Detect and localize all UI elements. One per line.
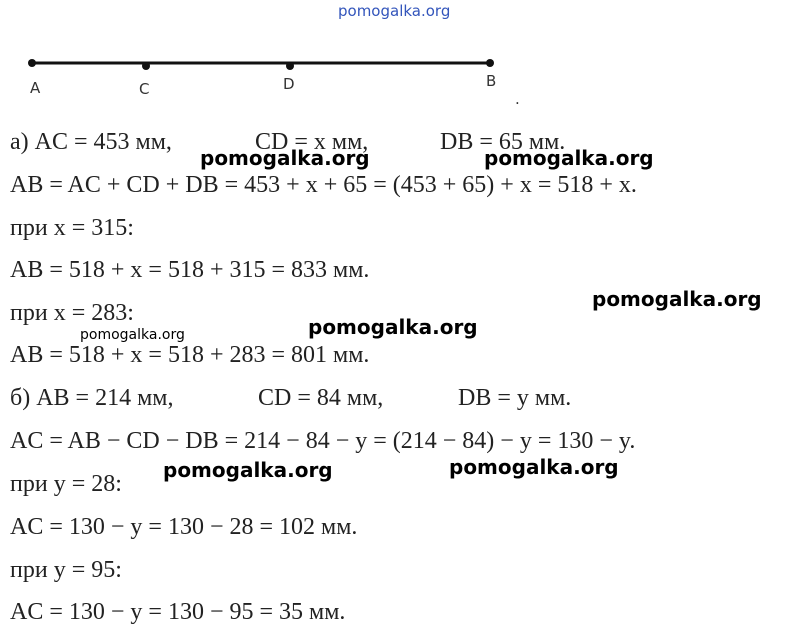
text-line: CD = 84 мм, <box>258 385 384 411</box>
point-label: D <box>283 75 295 93</box>
watermark: pomogalka.org <box>449 455 619 479</box>
text-line: AC = AB − CD − DB = 214 − 84 − y = (214 … <box>10 428 636 454</box>
watermark: pomogalka.org <box>163 458 333 482</box>
dot: . <box>515 90 520 108</box>
watermark: pomogalka.org <box>308 315 478 339</box>
text-line: при x = 283: <box>10 300 134 326</box>
point-label: A <box>30 79 41 97</box>
text-line: DB = y мм. <box>458 385 572 411</box>
text-line: CD = x мм, <box>255 129 369 155</box>
segment-diagram: A C D B . <box>28 59 520 108</box>
text-line: при y = 95: <box>10 557 122 583</box>
watermark: pomogalka.org <box>80 327 185 343</box>
text-line: AB = 518 + x = 518 + 283 = 801 мм. <box>10 342 370 368</box>
watermark: pomogalka.org <box>338 2 451 20</box>
text-line: при x = 315: <box>10 215 134 241</box>
point <box>286 62 294 70</box>
text-line: AB = AC + CD + DB = 453 + x + 65 = (453 … <box>10 172 637 198</box>
text-line: AB = 518 + x = 518 + 315 = 833 мм. <box>10 257 370 283</box>
watermark: pomogalka.org <box>484 146 654 170</box>
text-line: при y = 28: <box>10 471 122 497</box>
text-line: AC = 130 − y = 130 − 95 = 35 мм. <box>10 599 346 625</box>
text-line: AC = 130 − y = 130 − 28 = 102 мм. <box>10 514 358 540</box>
watermark: pomogalka.org <box>592 287 762 311</box>
text-line: DB = 65 мм. <box>440 129 566 155</box>
point <box>142 62 150 70</box>
point-label: B <box>486 72 496 90</box>
point <box>28 59 36 67</box>
text-line: б) AB = 214 мм, <box>10 385 174 411</box>
point-label: C <box>139 80 149 98</box>
point <box>486 59 494 67</box>
text-line: а) AC = 453 мм, <box>10 129 172 155</box>
watermark: pomogalka.org <box>200 146 370 170</box>
